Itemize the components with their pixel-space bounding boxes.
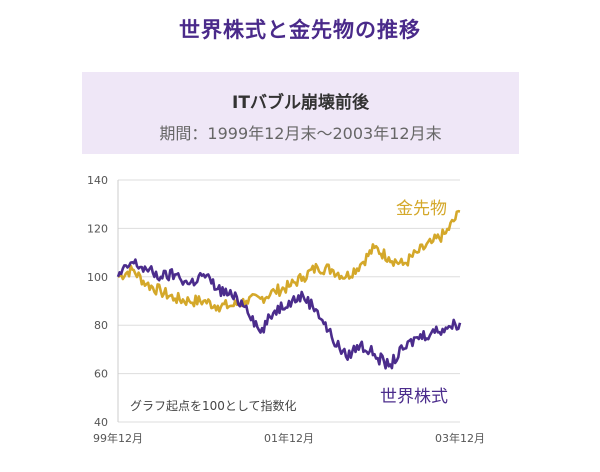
series-line-gold — [117, 209, 461, 313]
series-label: 世界株式 — [380, 387, 448, 407]
x-tick-label: 01年12月 — [264, 431, 314, 445]
y-tick-label: 100 — [87, 271, 108, 284]
x-tick-label: 03年12月 — [435, 431, 485, 445]
banner-period: 期間：1999年12月末〜2003年12月末 — [159, 124, 442, 143]
chart-annotation: グラフ起点を100として指数化 — [130, 398, 297, 413]
series-label: 金先物 — [396, 199, 447, 219]
y-tick-label: 120 — [87, 222, 108, 235]
y-tick-label: 40 — [94, 416, 108, 429]
banner-heading: ITバブル崩壊前後 — [232, 93, 369, 113]
period-banner: ITバブル崩壊前後 期間：1999年12月末〜2003年12月末 — [82, 72, 519, 154]
series-line-equity — [116, 258, 462, 370]
y-tick-label: 60 — [94, 368, 108, 381]
y-tick-label: 140 — [87, 174, 108, 187]
y-tick-label: 80 — [94, 319, 108, 332]
page-title: 世界株式と金先物の推移 — [179, 18, 421, 42]
x-tick-label: 99年12月 — [93, 431, 143, 445]
